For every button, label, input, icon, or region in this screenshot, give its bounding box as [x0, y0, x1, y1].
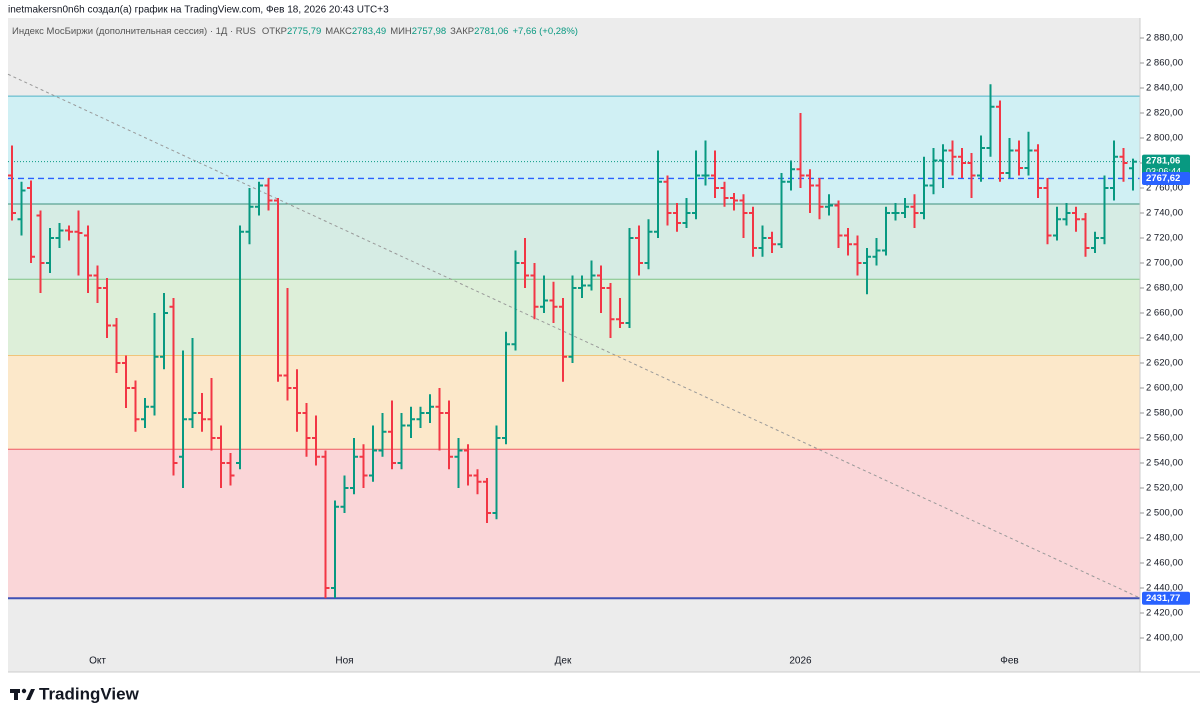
price-label-timer: 03:06:44 — [1146, 167, 1181, 177]
legend-field-value: 2783,49 — [352, 26, 386, 37]
y-tick-label: 2 400,00 — [1146, 633, 1183, 644]
price-label-box — [1142, 591, 1190, 605]
level-zone — [8, 355, 1140, 450]
logo-shape — [14, 689, 18, 700]
y-tick-label: 2 580,00 — [1146, 408, 1183, 419]
logo-shape — [26, 689, 35, 700]
price-label: 2431,77 — [1146, 593, 1180, 604]
y-tick-label: 2 600,00 — [1146, 383, 1183, 394]
y-tick-label: 2 620,00 — [1146, 358, 1183, 369]
y-tick-label: 2 700,00 — [1146, 258, 1183, 269]
y-tick-label: 2 840,00 — [1146, 83, 1183, 94]
x-tick-label: Окт — [89, 656, 106, 667]
legend-field-label: ЗАКР — [450, 26, 474, 37]
y-tick-label: 2 500,00 — [1146, 508, 1183, 519]
logo: TradingView — [10, 684, 140, 703]
logo-shape — [21, 688, 27, 694]
x-tick-label: Дек — [555, 656, 572, 667]
price-label: 2767,62 — [1146, 173, 1180, 184]
y-tick-label: 2 800,00 — [1146, 133, 1183, 144]
level-zone — [8, 204, 1140, 280]
x-tick-label: Фев — [1000, 656, 1018, 667]
x-tick-label: 2026 — [789, 656, 812, 667]
y-tick-label: 2 720,00 — [1146, 233, 1183, 244]
trend-line — [7, 73, 1141, 599]
y-tick-label: 2 880,00 — [1146, 33, 1183, 44]
y-tick-label: 2 560,00 — [1146, 433, 1183, 444]
y-tick-label: 2 860,00 — [1146, 58, 1183, 69]
price-label: 2781,06 — [1146, 156, 1180, 167]
y-tick-label: 2 820,00 — [1146, 108, 1183, 119]
price-label-box — [1142, 171, 1190, 185]
y-tick-label: 2 520,00 — [1146, 483, 1183, 494]
legend-field-value: 2757,98 — [412, 26, 446, 37]
y-tick-label: 2 760,00 — [1146, 183, 1183, 194]
y-tick-label: 2 440,00 — [1146, 583, 1183, 594]
y-axis-background — [1140, 18, 1200, 672]
legend-change: +7,66 (+0,28%) — [512, 26, 578, 37]
legend-field-value: 2781,06 — [474, 26, 508, 37]
y-tick-label: 2 680,00 — [1146, 283, 1183, 294]
level-zone — [8, 279, 1140, 356]
x-tick-label: Ноя — [335, 656, 353, 667]
legend-field-label: МАКС — [325, 26, 352, 37]
header: inetmakersn0n6h создал(а) график на Trad… — [8, 4, 389, 16]
legend: Индекс МосБиржи (дополнительная сессия) … — [12, 26, 578, 37]
legend-field-value: 2775,79 — [287, 26, 321, 37]
y-tick-label: 2 540,00 — [1146, 458, 1183, 469]
y-tick-label: 2 640,00 — [1146, 333, 1183, 344]
level-zone — [8, 449, 1140, 599]
legend-field-label: ОТКР — [262, 26, 287, 37]
y-tick-label: 2 480,00 — [1146, 533, 1183, 544]
legend-name: Индекс МосБиржи (дополнительная сессия) … — [12, 26, 256, 37]
level-zone — [8, 96, 1140, 204]
y-tick-label: 2 740,00 — [1146, 208, 1183, 219]
y-tick-label: 2 460,00 — [1146, 558, 1183, 569]
brand: TradingView — [39, 684, 140, 703]
y-tick-label: 2 660,00 — [1146, 308, 1183, 319]
y-tick-label: 2 420,00 — [1146, 608, 1183, 619]
legend-field-label: МИН — [390, 26, 412, 37]
